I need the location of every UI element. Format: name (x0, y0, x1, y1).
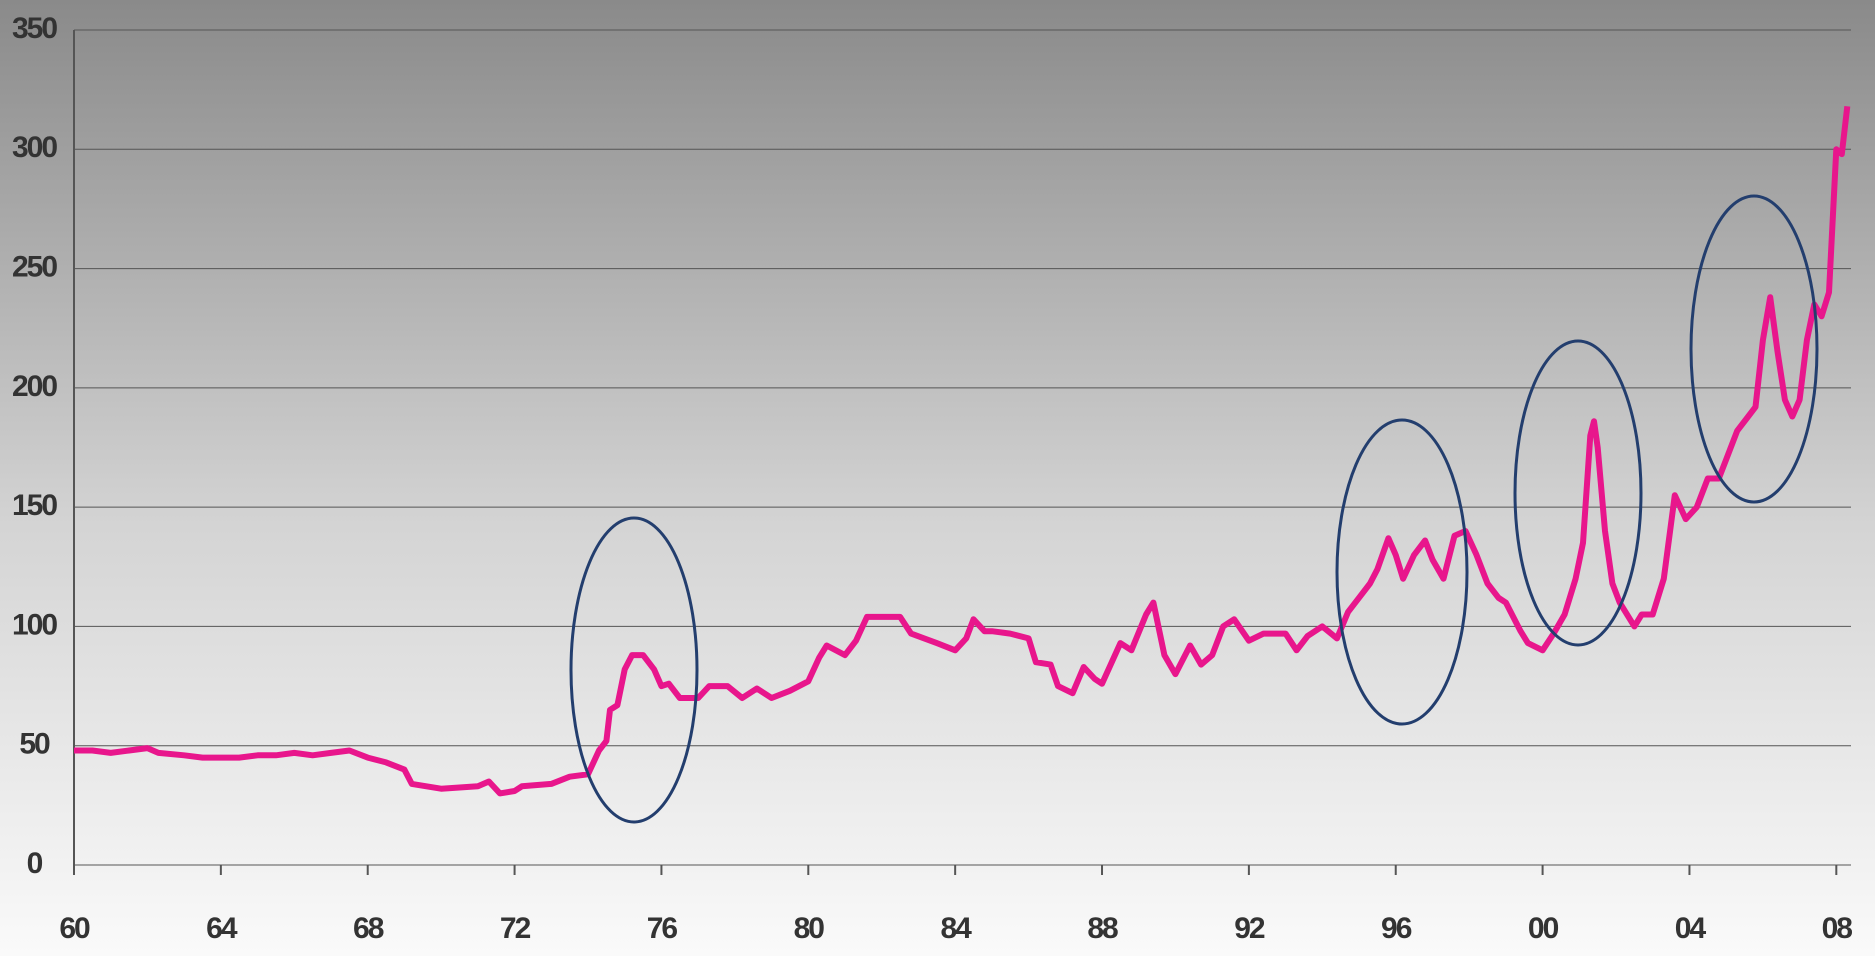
x-tick-label: 92 (1234, 912, 1265, 945)
y-tick-label: 200 (12, 370, 57, 403)
highlight-ellipse (1513, 339, 1643, 647)
x-tick-label: 96 (1381, 912, 1412, 945)
highlight-ellipse (1689, 194, 1819, 504)
x-tick-label: 04 (1675, 912, 1707, 945)
x-tick-label: 08 (1822, 912, 1853, 945)
y-tick-label: 150 (12, 489, 57, 522)
y-tick-label: 0 (27, 847, 43, 880)
y-tick-label: 250 (12, 250, 57, 283)
grid: 0 50 100 150 200 250 300 350 60 64 68 72 76 80 84 88 92 9… (12, 12, 1854, 945)
highlight-ellipse (569, 516, 699, 824)
y-tick-label: 300 (12, 131, 57, 164)
y-tick-label: 50 (19, 728, 50, 761)
x-tick-label: 72 (500, 912, 531, 945)
highlight-ellipse (1335, 418, 1469, 726)
lines (74, 105, 1851, 797)
x-tick-label: 00 (1528, 912, 1559, 945)
x-tick-label: 88 (1087, 912, 1118, 945)
y-tick-label: 350 (12, 12, 57, 45)
x-tick-label: 80 (794, 912, 825, 945)
data-line (74, 105, 1851, 797)
x-tick-label: 76 (647, 912, 678, 945)
x-tick-label: 84 (940, 912, 972, 945)
x-tick-label: 60 (59, 912, 90, 945)
x-tick-label: 68 (353, 912, 384, 945)
x-tick-label: 64 (206, 912, 238, 945)
y-tick-label: 100 (12, 608, 57, 641)
